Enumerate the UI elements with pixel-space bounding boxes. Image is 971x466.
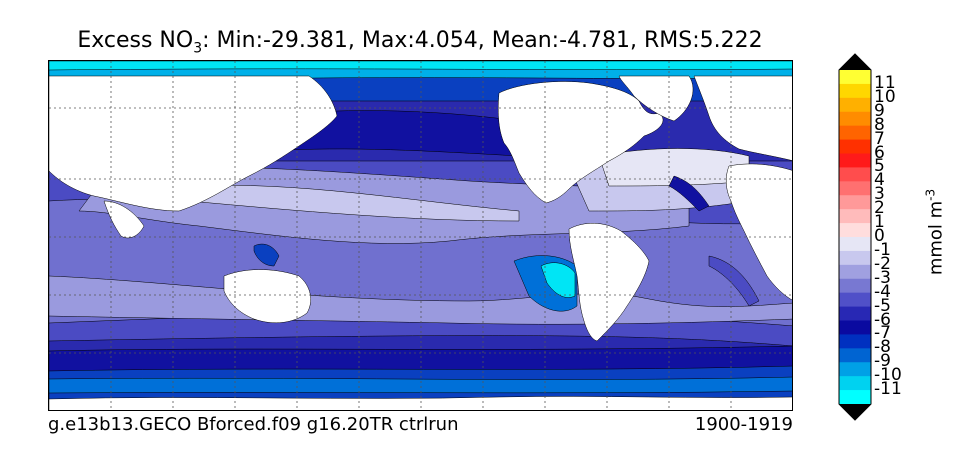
colorbar-tick-label: -4 <box>874 281 891 302</box>
band-minus9-south <box>49 376 792 394</box>
band-minus11-peru <box>540 262 576 298</box>
continents <box>49 75 792 410</box>
colorbar-tick-label: -8 <box>874 337 891 358</box>
colorbar-tick-label: 9 <box>874 100 885 121</box>
colorbar-under-arrow <box>839 404 871 420</box>
colorbar-tick-label: -5 <box>874 295 891 316</box>
colorbar-tick-label: -2 <box>874 253 891 274</box>
colorbar-segment <box>839 209 871 224</box>
colorbar-segment <box>839 97 871 113</box>
colorbar-segment <box>839 153 871 168</box>
colorbar-segment <box>839 264 871 280</box>
band-minus7-gulfstream <box>668 175 710 212</box>
colorbar-tick-label: 10 <box>874 86 896 107</box>
colorbar-segment <box>839 195 871 210</box>
colorbar-segment <box>839 139 871 154</box>
colorbar-segment <box>839 223 871 238</box>
land-south-america <box>568 223 650 342</box>
plot-title: Excess NO3: Min:-29.381, Max:4.054, Mean… <box>0 28 840 56</box>
colorbar-segment <box>839 237 871 252</box>
colorbar-tick-label: 5 <box>874 156 885 177</box>
colorbar-tick-label: -7 <box>874 323 891 344</box>
land-antarctica <box>49 396 792 410</box>
map-panel <box>48 60 793 411</box>
colorbar-segment <box>839 250 871 266</box>
colorbar-segment <box>839 278 871 294</box>
colorbar-segment <box>839 334 871 349</box>
colorbar-over-arrow <box>839 54 871 70</box>
colorbar-segment <box>839 83 871 99</box>
units-base: mmol m <box>925 200 947 276</box>
colorbar-tick-label: 8 <box>874 114 885 135</box>
colorbar-tick-label: 2 <box>874 198 885 219</box>
colorbar-tick-label: -9 <box>874 351 891 372</box>
colorbar-segment <box>839 70 871 85</box>
colorbar-tick-label: 0 <box>874 226 885 246</box>
land-north-america <box>497 81 664 204</box>
land-greenland <box>618 75 694 122</box>
run-name-label: g.e13b13.GECO Bforced.f09 g16.20TR ctrlr… <box>48 414 459 435</box>
colorbar-segment <box>839 376 871 391</box>
colorbar-tick-label: -3 <box>874 267 891 288</box>
colorbar-units: mmol m-3 <box>924 189 947 275</box>
colorbar-tick-label: -1 <box>874 239 891 260</box>
colorbar-tick-label: 6 <box>874 142 885 163</box>
colorbar-tick-label: 11 <box>874 72 896 93</box>
title-subscript: 3 <box>193 40 203 57</box>
colorbar-segment <box>839 125 871 141</box>
land-eurasia <box>49 75 338 212</box>
title-prefix: Excess NO <box>77 28 194 53</box>
colorbar-segment <box>839 390 871 405</box>
band-minus5-benguela <box>708 255 760 307</box>
land-australia <box>223 269 311 324</box>
land-africa <box>726 163 792 301</box>
colorbar-segment <box>839 348 871 363</box>
colorbar-tick-label: 4 <box>874 170 885 191</box>
graticule <box>49 61 792 410</box>
land-europe <box>693 75 792 161</box>
colorbar-segment <box>839 167 871 182</box>
colorbar-segment <box>839 306 871 321</box>
colorbar-tick-label: 1 <box>874 212 885 233</box>
colorbar-tick-label: -11 <box>874 379 902 400</box>
band-minus2-pacific <box>188 184 520 222</box>
colorbar <box>838 53 872 421</box>
colorbar-segment <box>839 292 871 308</box>
units-exponent: -3 <box>923 188 938 201</box>
title-stats: : Min:-29.381, Max:4.054, Mean:-4.781, R… <box>202 28 763 53</box>
colorbar-segment <box>839 362 871 377</box>
colorbar-tick-label: 7 <box>874 128 885 149</box>
colorbar-segment <box>839 111 871 127</box>
colorbar-tick-label: 3 <box>874 184 885 205</box>
colorbar-segment <box>839 181 871 196</box>
colorbar-segment <box>839 320 871 335</box>
band-minus8-indonesia <box>253 243 280 267</box>
years-label: 1900-1919 <box>694 414 793 435</box>
colorbar-tick-label: -10 <box>874 365 902 386</box>
colorbar-outline <box>838 53 872 421</box>
ocean-map <box>49 61 792 410</box>
colorbar-tick-label: -6 <box>874 309 891 330</box>
land-india <box>103 200 145 239</box>
